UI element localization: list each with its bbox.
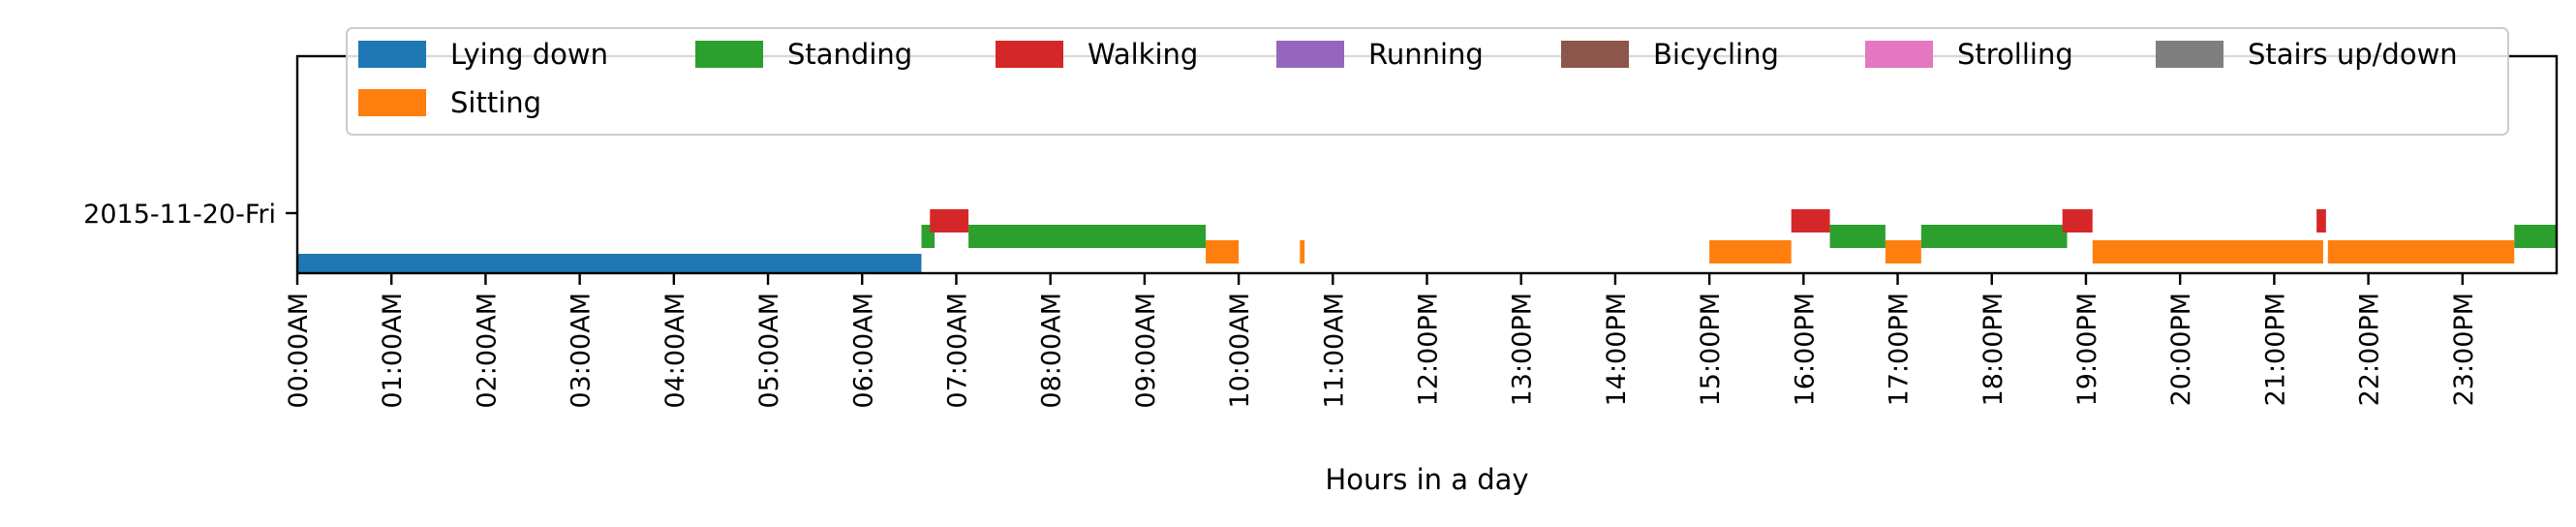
legend-label-strolling: Strolling	[1957, 38, 2073, 71]
x-tick-label: 19:00PM	[2072, 293, 2102, 406]
x-tick-label: 08:00AM	[1037, 293, 1067, 409]
bar-standing-4	[2514, 225, 2557, 248]
x-tick-label: 00:00AM	[284, 293, 314, 409]
x-tick-label: 05:00AM	[754, 293, 784, 409]
activity-bars	[297, 209, 2557, 273]
y-tick-label-day: 2015-11-20-Fri	[83, 200, 276, 230]
legend-box	[346, 27, 2509, 136]
x-tick-label: 22:00PM	[2355, 293, 2385, 406]
legend-label-walking: Walking	[1088, 38, 1198, 71]
x-tick-label: 16:00PM	[1790, 293, 1820, 406]
legend-swatch-standing	[695, 41, 763, 68]
x-tick-label: 15:00PM	[1696, 293, 1726, 406]
x-tick-label: 14:00PM	[1602, 293, 1632, 406]
legend-swatch-bicycling	[1561, 41, 1629, 68]
x-tick-label: 01:00AM	[378, 293, 408, 409]
legend-swatch-lying-down	[358, 41, 426, 68]
x-tick-label: 02:00AM	[472, 293, 502, 409]
x-tick-label: 04:00AM	[660, 293, 690, 409]
x-tick-label: 21:00PM	[2260, 293, 2290, 406]
bar-walking-0	[930, 209, 969, 232]
bar-walking-2	[2062, 209, 2093, 232]
x-tick-label: 07:00AM	[942, 293, 972, 409]
x-tick-label: 23:00PM	[2449, 293, 2479, 406]
legend-swatch-stairs-up-down	[2156, 41, 2223, 68]
bar-standing-2	[1829, 225, 1886, 248]
legend-label-sitting: Sitting	[450, 86, 541, 119]
x-axis: 00:00AM 01:00AM 02:00AM 03:00AM 04:00AM 05:00…	[284, 211, 2479, 409]
x-tick-label: 20:00PM	[2166, 293, 2196, 406]
legend-label-stairs-up-down: Stairs up/down	[2248, 38, 2458, 71]
x-tick-label: 13:00PM	[1508, 293, 1538, 406]
x-tick-label: 12:00PM	[1414, 293, 1444, 406]
bar-sitting-5	[2327, 240, 2515, 264]
legend: Lying down Standing Walking Running Bicyclin…	[346, 27, 2509, 136]
bar-walking-3	[2316, 209, 2326, 232]
legend-label-bicycling: Bicycling	[1653, 38, 1779, 71]
legend-swatch-running	[1276, 41, 1344, 68]
bar-sitting-1	[1300, 240, 1305, 264]
bar-sitting-0	[1206, 240, 1240, 264]
bar-sitting-4	[2092, 240, 2323, 264]
x-tick-label: 10:00AM	[1225, 293, 1255, 409]
x-tick-label: 06:00AM	[848, 293, 878, 409]
x-axis-title: Hours in a day	[1325, 463, 1528, 496]
legend-swatch-walking	[996, 41, 1063, 68]
bar-sitting-3	[1885, 240, 1921, 264]
bar-standing-3	[1920, 225, 2068, 248]
x-tick-label: 09:00AM	[1131, 293, 1161, 409]
x-tick-label: 18:00PM	[1978, 293, 2009, 406]
bar-standing-1	[968, 225, 1207, 248]
legend-swatch-strolling	[1865, 41, 1933, 68]
x-tick-label: 11:00AM	[1319, 293, 1349, 409]
legend-label-standing: Standing	[787, 38, 912, 71]
bar-sitting-2	[1709, 240, 1792, 264]
legend-swatch-sitting	[358, 89, 426, 116]
bar-lying-down-0	[297, 254, 922, 273]
legend-label-lying-down: Lying down	[450, 38, 608, 71]
legend-label-running: Running	[1368, 38, 1484, 71]
bar-walking-1	[1791, 209, 1830, 232]
x-tick-label: 17:00PM	[1885, 293, 1915, 406]
x-tick-label: 03:00AM	[567, 293, 597, 409]
